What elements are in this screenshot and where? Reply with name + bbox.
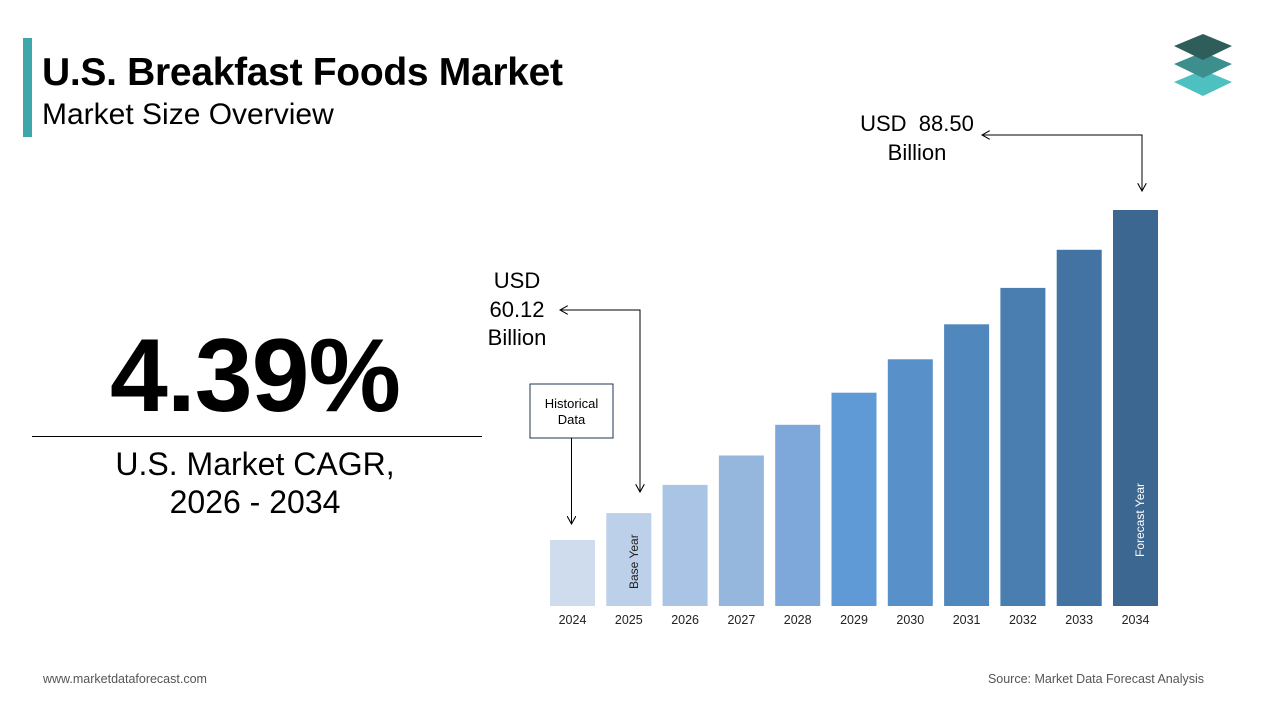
x-tick-label-2033: 2033 bbox=[1065, 613, 1093, 627]
bar-2027 bbox=[718, 455, 764, 606]
bars-layer bbox=[550, 210, 1158, 607]
x-tick-label-2026: 2026 bbox=[671, 613, 699, 627]
x-tick-label-2034: 2034 bbox=[1122, 613, 1150, 627]
cagr-label: U.S. Market CAGR, 2026 - 2034 bbox=[30, 445, 480, 521]
cagr-label-line2: 2026 - 2034 bbox=[169, 484, 341, 520]
source-note: Source: Market Data Forecast Analysis bbox=[987, 672, 1204, 686]
forecast-value-arrow bbox=[982, 135, 1142, 191]
bar-2033 bbox=[1056, 249, 1102, 607]
x-tick-label-2024: 2024 bbox=[559, 613, 587, 627]
brand-logo-icon bbox=[1174, 34, 1232, 96]
forecast-value-line1: USD 88.50 bbox=[860, 111, 974, 136]
cagr-label-line1: U.S. Market CAGR, bbox=[115, 446, 395, 482]
bar-2025 bbox=[606, 513, 652, 606]
bar-2030 bbox=[887, 359, 933, 606]
base-value-line2: 60.12 bbox=[489, 297, 544, 322]
bar-2029 bbox=[831, 392, 877, 606]
bar-2026 bbox=[662, 484, 708, 606]
base-value-arrow bbox=[560, 310, 640, 492]
cagr-value: 4.39% bbox=[110, 318, 401, 434]
base-value-line3: Billion bbox=[488, 325, 547, 350]
x-tick-label-2030: 2030 bbox=[896, 613, 924, 627]
forecast-year-label: Forecast Year bbox=[1133, 483, 1147, 557]
title-accent-bar bbox=[23, 38, 32, 137]
x-tick-label-2027: 2027 bbox=[727, 613, 755, 627]
bar-2031 bbox=[944, 324, 990, 606]
forecast-value-line2: Billion bbox=[888, 140, 947, 165]
base-year-label: Base Year bbox=[627, 534, 641, 589]
cagr-divider bbox=[32, 436, 482, 437]
logo-layer-bottom bbox=[1174, 70, 1232, 96]
x-tick-label-2025: 2025 bbox=[615, 613, 643, 627]
historical-data-label-line1: Historical bbox=[545, 396, 599, 411]
ticks-layer: 2024 2025 2026 2027 2028 2029 2030 2031 2032 2033… bbox=[559, 613, 1150, 627]
x-tick-label-2031: 2031 bbox=[953, 613, 981, 627]
historical-data-label-line2: Data bbox=[558, 412, 586, 427]
x-tick-label-2029: 2029 bbox=[840, 613, 868, 627]
bar-2032 bbox=[1000, 287, 1046, 606]
bar-2024 bbox=[550, 540, 595, 606]
base-value-line1: USD bbox=[494, 268, 540, 293]
website-link[interactable]: www.marketdataforecast.com bbox=[43, 672, 207, 686]
x-tick-label-2028: 2028 bbox=[784, 613, 812, 627]
historical-data-box bbox=[529, 383, 614, 439]
page-subtitle: Market Size Overview bbox=[42, 98, 334, 131]
page-title: U.S. Breakfast Foods Market bbox=[42, 51, 563, 94]
x-tick-label-2032: 2032 bbox=[1009, 613, 1037, 627]
bar-2034 bbox=[1113, 210, 1158, 606]
bar-2028 bbox=[775, 424, 821, 606]
logo-layer-top bbox=[1174, 34, 1232, 60]
logo-layer-middle bbox=[1174, 52, 1232, 78]
